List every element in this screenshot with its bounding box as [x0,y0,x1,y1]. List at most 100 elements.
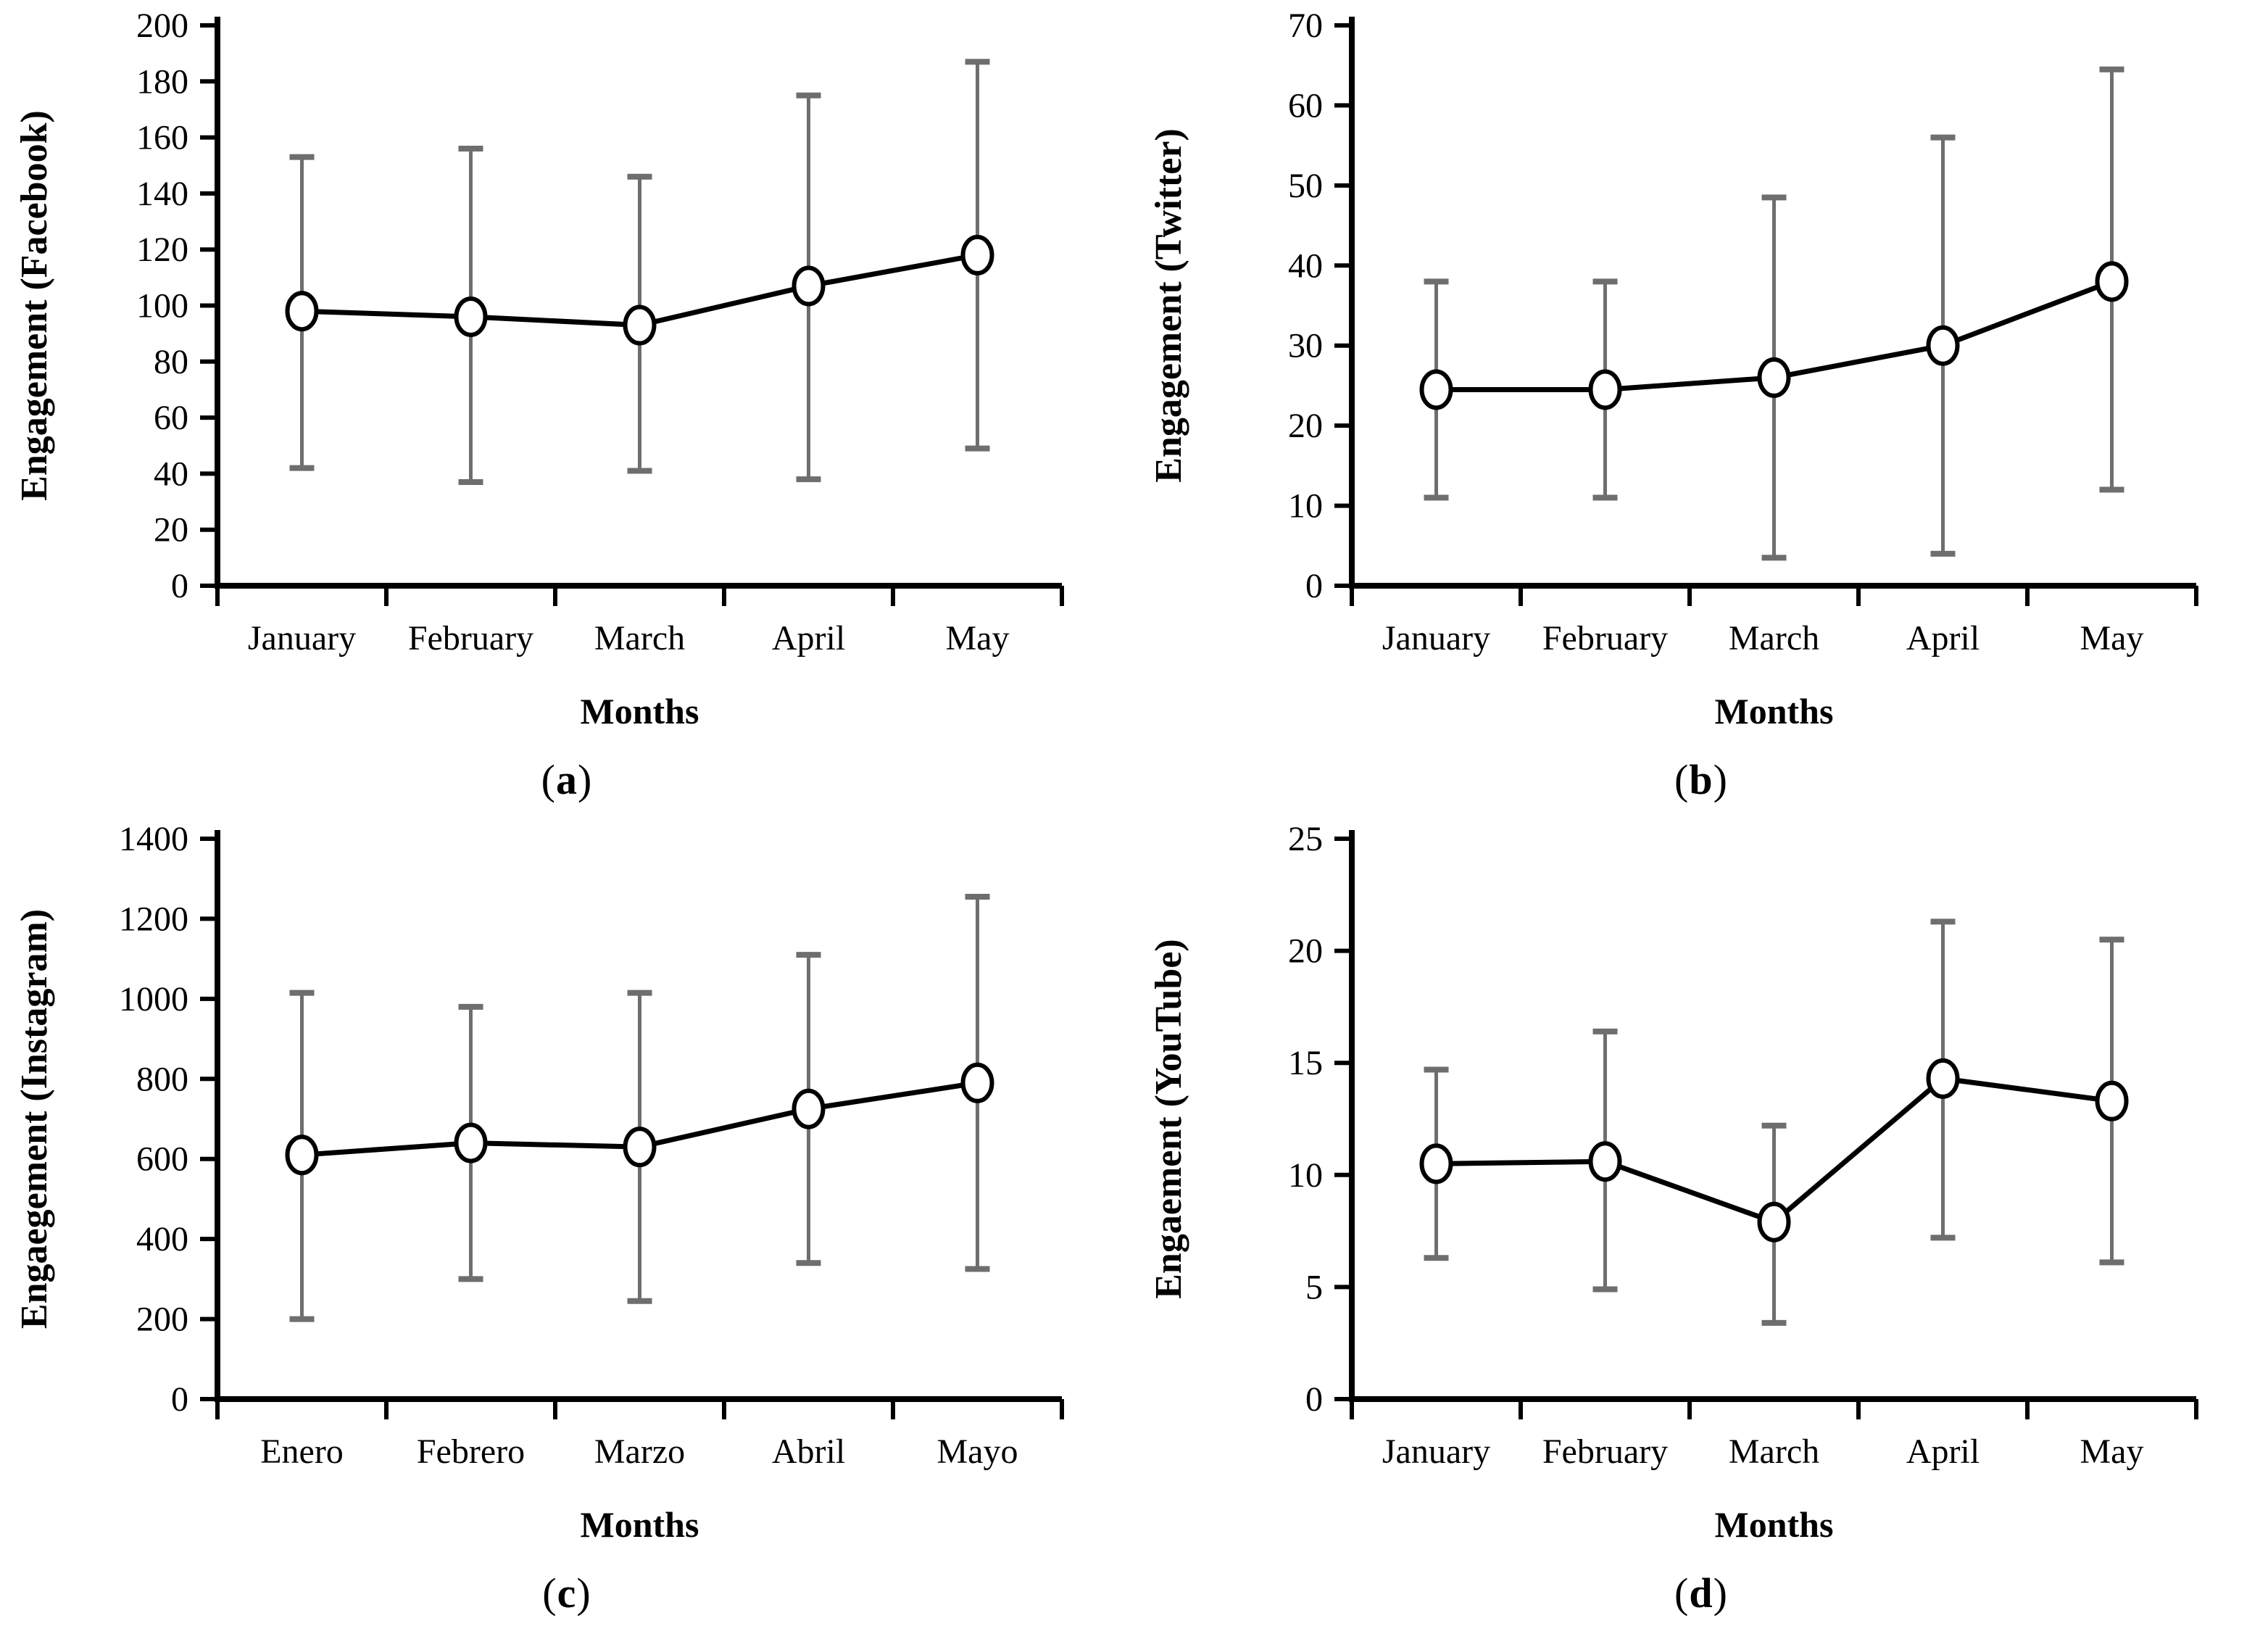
y-axis-title: Engaegement (Instagram) [14,909,55,1329]
x-axis-tick-label: January [1382,619,1490,658]
data-point-marker [1757,357,1791,398]
y-axis-tick-label: 40 [1288,246,1323,285]
y-axis-tick-label: 100 [136,287,188,325]
y-axis-tick-label: 80 [154,343,188,381]
facebook-engagement-chart: 0 20 40 60 80 100 120 140 160 180 200 January Februa… [14,7,1064,731]
x-axis-tick-label: January [1382,1432,1490,1471]
x-axis-tick-label: Febrero [417,1432,525,1471]
y-axis-tick-label: 120 [136,231,188,269]
y-axis-tick-label: 200 [136,1301,188,1339]
caption-a-open: ( [541,756,556,803]
y-axis-tick-label: 1400 [119,820,188,858]
caption-b-close: ) [1713,756,1728,803]
y-axis-tick-label: 60 [154,399,188,437]
y-axis-tick-label: 1000 [119,980,188,1019]
x-axis-tick-label: February [1542,619,1668,658]
y-axis-tick-label: 400 [136,1220,188,1258]
y-axis-tick-label: 5 [1305,1268,1323,1306]
chart-panel-twitter: 0 10 20 30 40 50 60 70 January February March April… [1134,0,2268,813]
caption-a-close: ) [578,756,593,803]
y-axis-tick-label: 60 [1288,86,1323,125]
y-axis-tick-label: 15 [1288,1044,1323,1082]
x-axis-tick-label: January [248,619,356,658]
y-axis-tick-label: 800 [136,1060,188,1098]
y-axis-tick-label: 70 [1288,7,1323,45]
youtube-engagement-chart: 0 5 10 15 20 25 January February March April May En… [1148,820,2198,1545]
x-axis-tick-label: April [772,619,845,658]
x-axis-title: Months [581,691,699,731]
y-axis-tick-label: 10 [1288,1156,1323,1195]
data-point-marker [285,1135,319,1176]
y-axis-tick-label: 10 [1288,487,1323,526]
data-point-marker [623,1127,657,1168]
y-axis-tick-label: 0 [1305,1380,1323,1419]
y-axis-tick-label: 20 [1288,932,1323,971]
data-point-marker [792,1088,826,1129]
data-point-marker [1757,1201,1791,1243]
x-axis-title: Months [1715,1504,1834,1545]
chart-panel-instagram: 0 200 400 600 800 1000 1200 1400 Enero Febrero Mar… [0,813,1134,1626]
x-axis-tick-label: May [2080,1432,2144,1471]
caption-c-open: ( [542,1569,557,1617]
data-point-marker [1419,369,1453,410]
x-axis-tick-label: May [2080,619,2144,658]
caption-d: (d) [1134,1569,2268,1617]
instagram-engagement-chart: 0 200 400 600 800 1000 1200 1400 Enero Febrero Mar… [14,820,1064,1545]
y-axis-tick-label: 0 [171,567,188,605]
caption-d-letter: d [1689,1569,1714,1617]
caption-b-letter: b [1689,756,1714,803]
caption-a-letter: a [556,756,578,803]
caption-b-open: ( [1674,756,1690,803]
data-point-marker [960,1062,994,1103]
x-axis-tick-label: March [1729,619,1819,658]
data-point-marker [2095,261,2129,302]
y-axis-tick-label: 20 [154,511,188,549]
data-point-marker [792,265,826,307]
y-axis-tick-label: 0 [171,1380,188,1419]
x-axis-title: Months [581,1504,699,1545]
data-point-marker [1588,1141,1622,1182]
caption-c-close: ) [576,1569,591,1617]
data-point-marker [454,296,488,337]
chart-panel-youtube: 0 5 10 15 20 25 January February March April May En… [1134,813,2268,1626]
x-axis-tick-label: Enero [260,1432,344,1471]
y-axis-tick-label: 180 [136,62,188,101]
caption-b: (b) [1134,755,2268,804]
x-axis-tick-label: May [946,619,1010,658]
y-axis-tick-label: 1200 [119,900,188,938]
caption-c: (c) [0,1569,1134,1617]
y-axis-title: Engaement (YouTube) [1148,939,1189,1299]
y-axis-tick-label: 30 [1288,327,1323,365]
y-axis-tick-label: 25 [1288,820,1323,858]
twitter-engagement-chart: 0 10 20 30 40 50 60 70 January February March April… [1148,7,2198,731]
x-axis-title: Months [1715,691,1834,731]
y-axis-tick-label: 40 [154,455,188,493]
data-point-marker [1419,1143,1453,1185]
data-point-marker [623,304,657,346]
x-axis-tick-label: Mayo [937,1432,1018,1471]
y-axis-tick-label: 50 [1288,167,1323,205]
x-axis-tick-label: February [408,619,533,658]
caption-c-letter: c [557,1569,577,1617]
y-axis-tick-label: 600 [136,1140,188,1179]
y-axis-title: Engagement (Facebook) [14,110,55,501]
x-axis-tick-label: March [1729,1432,1819,1471]
y-axis-tick-label: 20 [1288,407,1323,445]
data-point-marker [1926,325,1960,366]
x-axis-tick-label: March [594,619,685,658]
x-axis-tick-label: April [1906,1432,1980,1471]
y-axis-tick-label: 0 [1305,567,1323,605]
data-point-marker [1926,1058,1960,1099]
x-axis-tick-label: February [1542,1432,1668,1471]
data-point-marker [454,1122,488,1163]
caption-a: (a) [0,755,1134,804]
y-axis-tick-label: 200 [136,7,188,45]
data-point-marker [1588,369,1622,410]
x-axis-tick-label: Marzo [594,1432,685,1471]
y-axis-tick-label: 160 [136,119,188,157]
y-axis-title: Engagement (Twitter) [1148,128,1189,483]
caption-d-close: ) [1713,1569,1728,1617]
data-point-marker [2095,1080,2129,1121]
chart-panel-facebook: 0 20 40 60 80 100 120 140 160 180 200 January Februa… [0,0,1134,813]
